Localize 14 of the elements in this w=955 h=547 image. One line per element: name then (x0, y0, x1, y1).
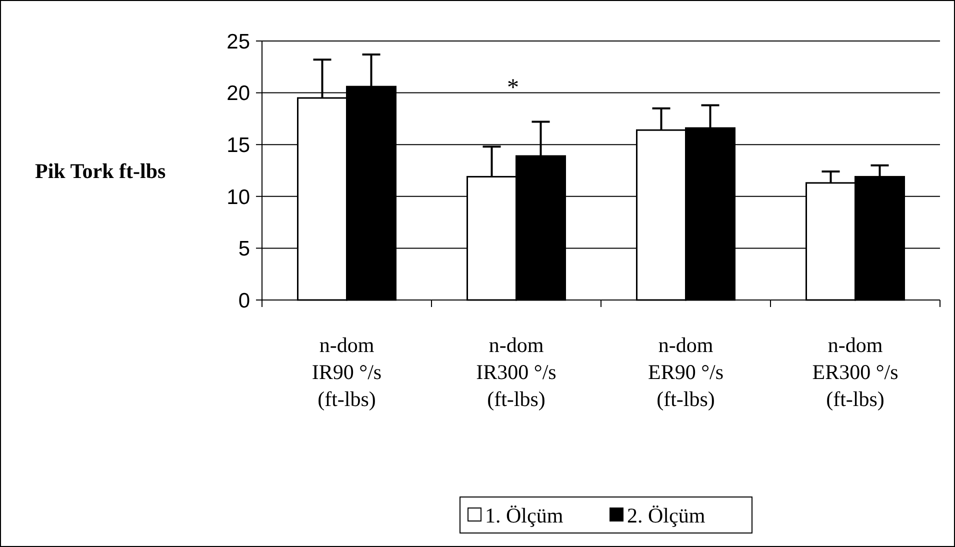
x-tick-label: n-dom IR300 °/s (ft-lbs) (476, 333, 556, 411)
legend-label: 1. Ölçüm (485, 503, 564, 528)
y-axis-title: Pik Tork ft-lbs (35, 159, 166, 183)
y-tick-label: 0 (238, 289, 250, 312)
x-tick-label: n-dom ER90 °/s (ft-lbs) (648, 333, 724, 411)
y-tick-label: 20 (226, 82, 250, 106)
y-tick-label: 25 (226, 30, 250, 54)
y-tick-label: 5 (238, 238, 250, 261)
x-tick-label: n-dom IR90 °/s (ft-lbs) (312, 333, 382, 411)
y-tick-label: 15 (226, 134, 250, 157)
annotation: * (507, 75, 519, 101)
x-tick-label: n-dom ER300 °/s (ft-lbs) (812, 333, 898, 411)
y-tick-label: 10 (226, 186, 250, 209)
legend-label: 2. Ölçüm (627, 503, 706, 528)
